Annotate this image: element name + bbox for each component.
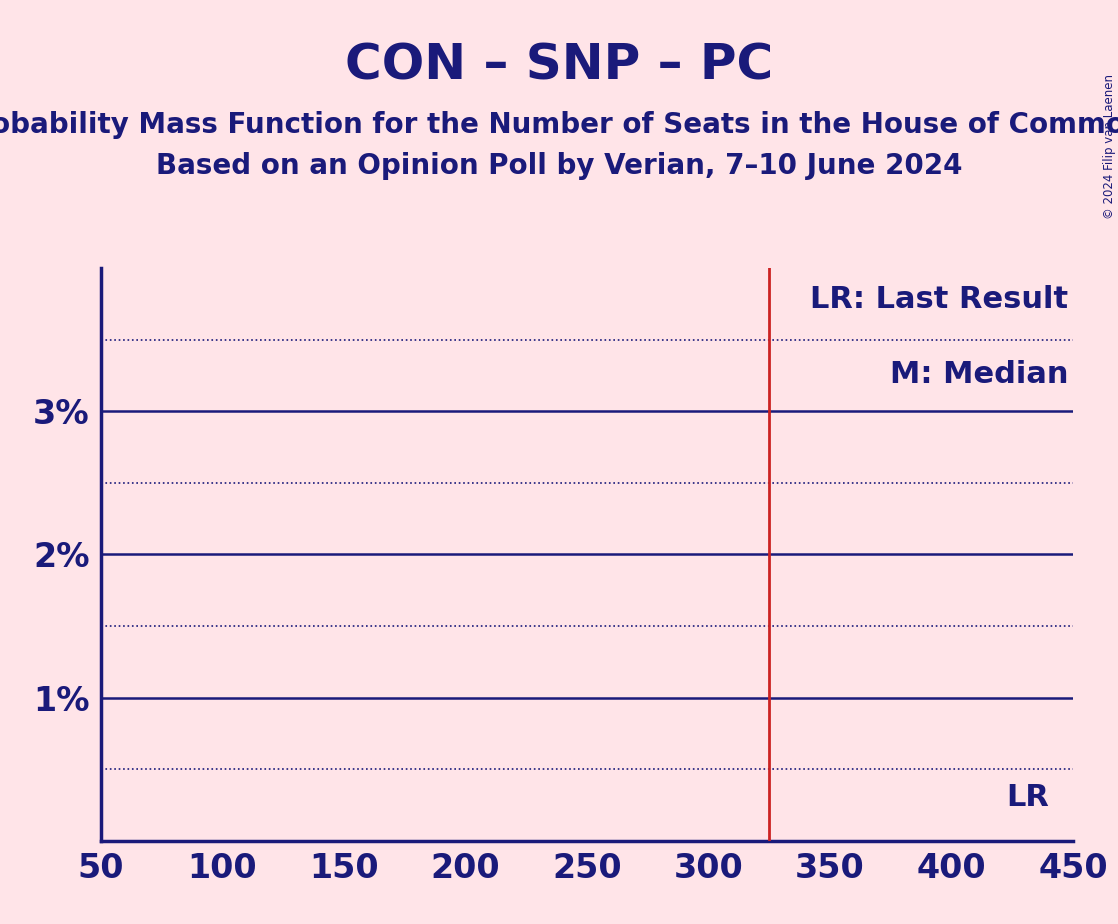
- Text: M: Median: M: Median: [890, 359, 1069, 389]
- Text: © 2024 Filip van Laenen: © 2024 Filip van Laenen: [1102, 74, 1116, 219]
- Text: LR: LR: [1006, 784, 1049, 812]
- Text: Probability Mass Function for the Number of Seats in the House of Commons: Probability Mass Function for the Number…: [0, 111, 1118, 139]
- Text: LR: Last Result: LR: Last Result: [811, 286, 1069, 314]
- Text: CON – SNP – PC: CON – SNP – PC: [344, 42, 774, 90]
- Text: Based on an Opinion Poll by Verian, 7–10 June 2024: Based on an Opinion Poll by Verian, 7–10…: [155, 152, 963, 180]
